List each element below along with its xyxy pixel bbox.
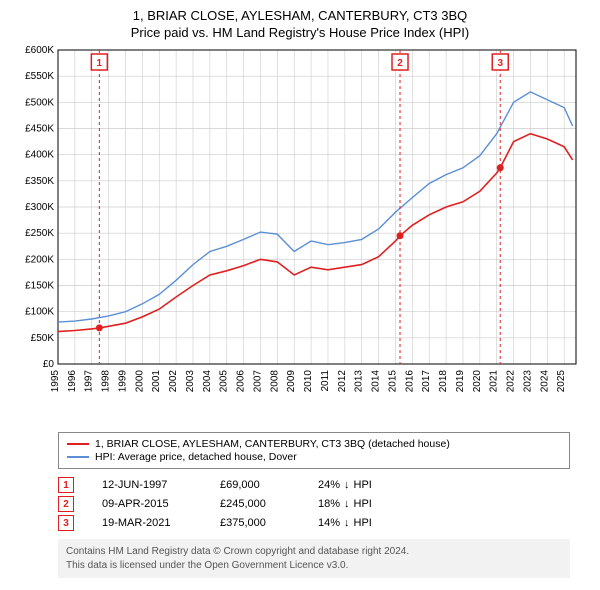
svg-text:1996: 1996 [67,370,78,393]
svg-text:2001: 2001 [151,370,162,393]
svg-text:2015: 2015 [387,370,398,393]
line-chart-svg: £0 £50K £100K £150K £200K £250K £300K £350K £400… [10,44,590,424]
marker-hpi: 24% ↓ HPI [318,479,372,491]
marker-date: 12-JUN-1997 [102,479,192,491]
svg-text:£550K: £550K [25,71,54,82]
svg-text:2020: 2020 [472,370,483,393]
title-line-1: 1, BRIAR CLOSE, AYLESHAM, CANTERBURY, CT… [10,8,590,23]
svg-text:1999: 1999 [117,370,128,393]
svg-text:3: 3 [497,58,503,69]
marker-badge: 2 [58,496,74,512]
marker-pct: 24% [318,479,340,491]
svg-text:£250K: £250K [25,228,54,239]
svg-text:£500K: £500K [25,97,54,108]
marker-row: 1 12-JUN-1997 £69,000 24% ↓ HPI [58,477,570,493]
svg-text:2: 2 [397,58,403,69]
marker-pct: 18% [318,498,340,510]
legend: 1, BRIAR CLOSE, AYLESHAM, CANTERBURY, CT… [58,432,570,469]
svg-text:2009: 2009 [286,370,297,393]
marker-badge: 1 [58,477,74,493]
svg-text:2023: 2023 [522,370,533,393]
svg-text:£350K: £350K [25,176,54,187]
down-arrow-icon: ↓ [344,479,350,491]
svg-text:2011: 2011 [320,370,331,392]
marker-hpi-label: HPI [354,517,372,529]
svg-text:£200K: £200K [25,254,54,265]
marker-row: 3 19-MAR-2021 £375,000 14% ↓ HPI [58,515,570,531]
svg-text:2018: 2018 [438,370,449,393]
svg-text:£600K: £600K [25,45,54,56]
marker-hpi-label: HPI [354,479,372,491]
marker-date: 09-APR-2015 [102,498,192,510]
svg-text:2006: 2006 [236,370,247,393]
svg-text:2005: 2005 [219,370,230,393]
legend-item: 1, BRIAR CLOSE, AYLESHAM, CANTERBURY, CT… [67,438,561,450]
marker-table: 1 12-JUN-1997 £69,000 24% ↓ HPI 2 09-APR… [58,477,570,531]
title-block: 1, BRIAR CLOSE, AYLESHAM, CANTERBURY, CT… [10,8,590,40]
svg-text:2008: 2008 [269,370,280,393]
svg-text:1997: 1997 [84,370,95,393]
chart-container: 1, BRIAR CLOSE, AYLESHAM, CANTERBURY, CT… [0,0,600,586]
marker-hpi-label: HPI [354,498,372,510]
legend-swatch [67,443,89,445]
svg-text:£450K: £450K [25,124,54,135]
down-arrow-icon: ↓ [344,517,350,529]
marker-price: £245,000 [220,498,290,510]
marker-price: £69,000 [220,479,290,491]
svg-text:£150K: £150K [25,281,54,292]
svg-text:2022: 2022 [506,370,517,393]
svg-text:2010: 2010 [303,370,314,393]
svg-text:2004: 2004 [202,370,213,393]
svg-text:2021: 2021 [489,370,500,393]
marker-date: 19-MAR-2021 [102,517,192,529]
svg-text:2002: 2002 [168,370,179,393]
svg-text:1: 1 [97,58,103,69]
svg-text:1995: 1995 [50,370,61,393]
legend-label: HPI: Average price, detached house, Dove… [95,451,297,463]
marker-hpi: 14% ↓ HPI [318,517,372,529]
chart-area: £0 £50K £100K £150K £200K £250K £300K £350K £400… [10,44,590,424]
marker-hpi: 18% ↓ HPI [318,498,372,510]
svg-text:2012: 2012 [337,370,348,393]
svg-text:2014: 2014 [371,370,382,393]
legend-label: 1, BRIAR CLOSE, AYLESHAM, CANTERBURY, CT… [95,438,450,450]
svg-text:2016: 2016 [404,370,415,393]
svg-text:2019: 2019 [455,370,466,393]
legend-item: HPI: Average price, detached house, Dove… [67,451,561,463]
svg-text:2024: 2024 [539,370,550,393]
svg-text:2003: 2003 [185,370,196,393]
marker-row: 2 09-APR-2015 £245,000 18% ↓ HPI [58,496,570,512]
svg-text:1998: 1998 [101,370,112,393]
marker-pct: 14% [318,517,340,529]
svg-text:2017: 2017 [421,370,432,393]
down-arrow-icon: ↓ [344,498,350,510]
svg-text:2007: 2007 [252,370,263,393]
footer-note: Contains HM Land Registry data © Crown c… [58,539,570,578]
svg-text:£0: £0 [43,359,55,370]
svg-text:2025: 2025 [556,370,567,393]
footer-line-2: This data is licensed under the Open Gov… [66,559,562,573]
marker-badge: 3 [58,515,74,531]
svg-text:£300K: £300K [25,202,54,213]
svg-text:2013: 2013 [354,370,365,393]
svg-text:£50K: £50K [31,333,55,344]
title-line-2: Price paid vs. HM Land Registry's House … [10,25,590,40]
marker-price: £375,000 [220,517,290,529]
svg-text:£100K: £100K [25,307,54,318]
svg-text:2000: 2000 [134,370,145,393]
legend-swatch [67,456,89,458]
footer-line-1: Contains HM Land Registry data © Crown c… [66,545,562,559]
svg-text:£400K: £400K [25,150,54,161]
